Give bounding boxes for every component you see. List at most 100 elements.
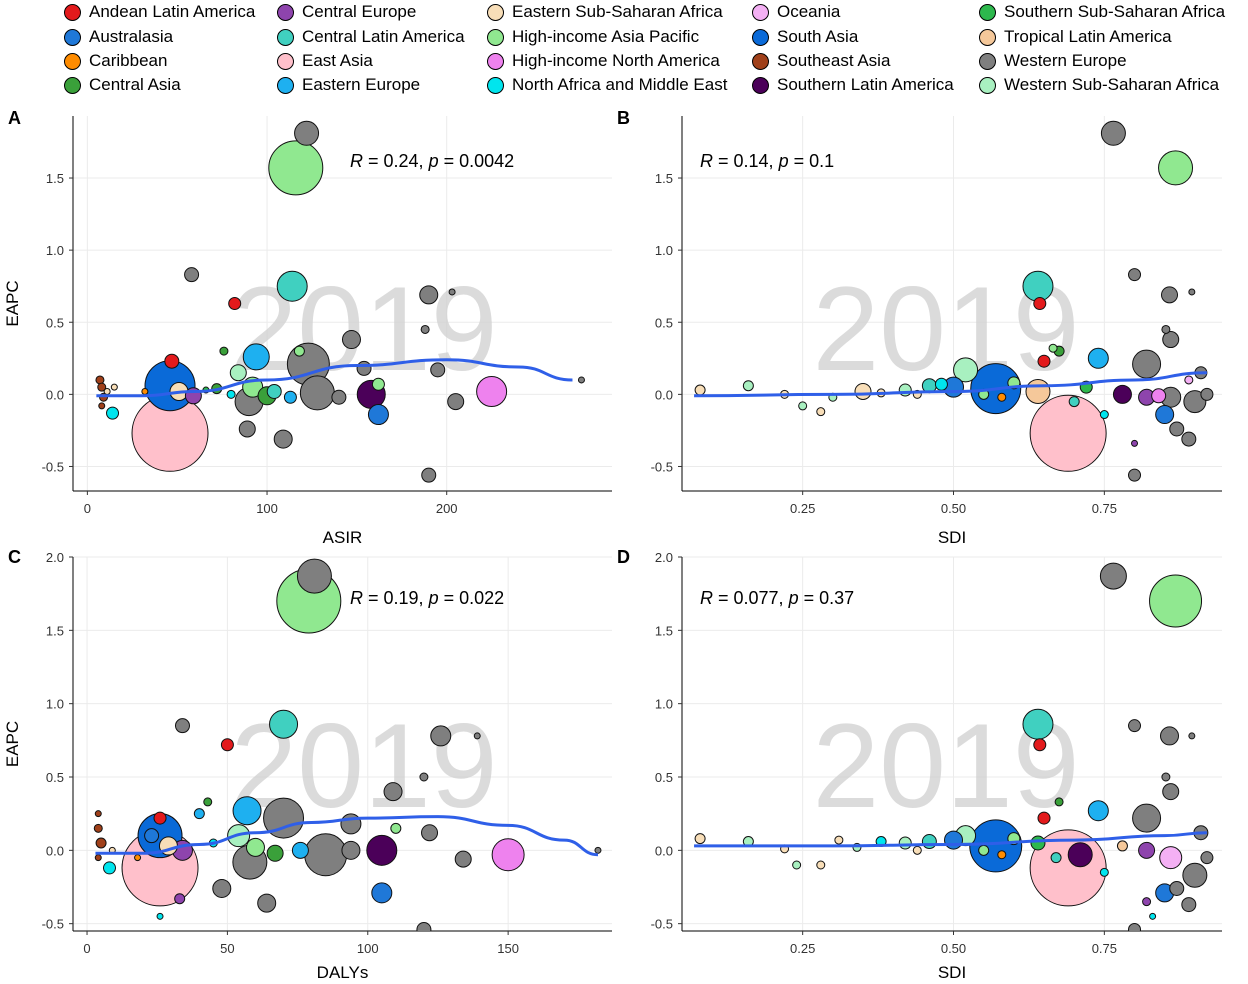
data-point [1183, 390, 1207, 414]
legend-swatch [277, 76, 294, 94]
data-point [1158, 150, 1194, 186]
data-point [834, 835, 844, 845]
legend-item: Tropical Latin America [979, 25, 1172, 49]
legend-item: Central Latin America [277, 25, 465, 49]
legend-item: High-income Asia Pacific [487, 25, 699, 49]
trend-line [694, 831, 1207, 848]
data-point [1037, 354, 1051, 368]
data-point [269, 709, 299, 739]
legend-label: East Asia [302, 51, 373, 70]
data-point [953, 357, 979, 383]
data-point [1050, 852, 1062, 864]
data-point [174, 718, 190, 734]
legend-item: North Africa and Middle East [487, 73, 727, 97]
data-point [94, 854, 102, 862]
y-tick-label: -0.5 [42, 917, 64, 932]
data-point [371, 882, 393, 904]
data-point [1099, 867, 1109, 877]
data-point [257, 893, 277, 913]
data-point [969, 819, 1023, 873]
legend-label: High-income North America [512, 51, 720, 70]
legend-item: Southern Sub-Saharan Africa [979, 0, 1225, 24]
legend-item: Central Europe [277, 0, 416, 24]
legend-swatch [979, 76, 996, 94]
legend-swatch [752, 3, 769, 21]
y-tick-label: 1.5 [46, 623, 64, 638]
data-point [276, 270, 308, 302]
legend-label: Caribbean [89, 51, 168, 70]
data-point [1068, 396, 1080, 408]
legend-swatch [752, 28, 769, 46]
data-point [997, 850, 1007, 860]
data-point [816, 860, 826, 870]
data-point [1033, 738, 1047, 752]
legend-swatch [487, 76, 504, 94]
y-tick-label: 1.0 [46, 697, 64, 712]
data-point [268, 140, 324, 196]
x-axis-title: SDI [938, 963, 966, 982]
data-point [238, 420, 256, 438]
legend-swatch [277, 52, 294, 70]
legend-item: Western Sub-Saharan Africa [979, 73, 1219, 97]
y-tick-label: 0.5 [46, 315, 64, 330]
data-point [283, 390, 297, 404]
panel-label: D [617, 547, 630, 567]
data-point [94, 810, 102, 818]
y-tick-label: 1.5 [655, 171, 673, 186]
data-point [242, 343, 270, 371]
legend-item: Eastern Europe [277, 73, 420, 97]
data-point [229, 364, 247, 382]
data-point [944, 830, 964, 850]
y-tick-label: 0.0 [46, 843, 64, 858]
data-point [430, 362, 446, 378]
data-point [383, 782, 403, 802]
data-point [1181, 431, 1197, 447]
data-point [1022, 270, 1054, 302]
legend-label: Tropical Latin America [1004, 27, 1172, 46]
x-tick-label: 0.25 [790, 941, 815, 956]
data-point [291, 841, 309, 859]
data-point [141, 387, 149, 395]
data-point [220, 738, 234, 752]
data-point [95, 375, 105, 385]
data-point [912, 845, 922, 855]
trend-line [694, 371, 1207, 398]
correlation-annotation: R = 0.24, p = 0.0042 [350, 151, 514, 171]
data-point [491, 838, 525, 872]
data-point [1048, 343, 1058, 353]
data-point [296, 558, 332, 594]
data-point [97, 382, 107, 392]
x-tick-label: 0.25 [790, 501, 815, 516]
y-tick-label: 2.0 [655, 550, 673, 565]
data-point [341, 840, 361, 860]
trend-line [95, 815, 599, 857]
trend-line [96, 358, 573, 398]
panel-label: C [8, 547, 21, 567]
data-point [1200, 387, 1214, 401]
data-point [1138, 841, 1156, 859]
y-axis-title: EAPC [3, 280, 22, 326]
data-point [1128, 719, 1142, 733]
y-tick-label: 1.0 [655, 697, 673, 712]
data-point [1162, 783, 1180, 801]
legend-label: Andean Latin America [89, 2, 256, 21]
data-point [294, 120, 320, 146]
legend-label: Western Sub-Saharan Africa [1004, 75, 1220, 94]
data-point [1181, 897, 1197, 913]
data-point [232, 796, 262, 826]
legend-swatch [979, 52, 996, 70]
x-tick-label: 0 [83, 941, 90, 956]
legend-label: Central Europe [302, 2, 417, 21]
data-point [798, 401, 808, 411]
legend-swatch [752, 52, 769, 70]
legend-item: Central Asia [64, 73, 181, 97]
correlation-annotation: R = 0.077, p = 0.37 [700, 588, 854, 608]
data-point [694, 833, 706, 845]
data-point [184, 267, 200, 283]
legend-item: South Asia [752, 25, 858, 49]
data-point [1128, 268, 1142, 282]
data-point [144, 828, 160, 844]
x-tick-label: 200 [436, 501, 458, 516]
data-point [1116, 840, 1128, 852]
